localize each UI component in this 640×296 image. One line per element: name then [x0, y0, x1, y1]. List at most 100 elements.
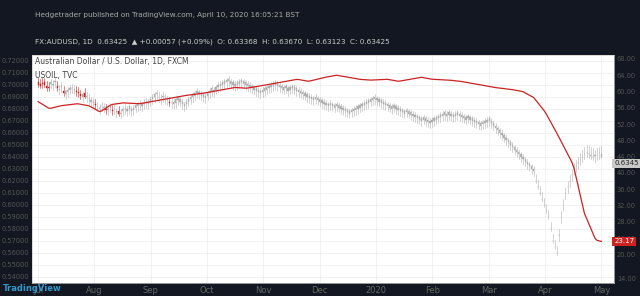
Bar	[452, 115, 454, 117]
Bar	[253, 87, 255, 90]
Bar	[82, 94, 83, 97]
Bar	[264, 89, 266, 91]
Bar	[296, 89, 297, 91]
Bar	[529, 164, 530, 166]
Bar	[444, 112, 445, 115]
Bar	[427, 120, 428, 122]
Bar	[285, 86, 287, 89]
Bar	[467, 116, 468, 118]
Bar	[131, 109, 132, 111]
Bar	[279, 85, 280, 87]
Bar	[42, 83, 43, 84]
Bar	[512, 145, 513, 147]
Text: Australian Dollar / U.S. Dollar, 1D, FXCM: Australian Dollar / U.S. Dollar, 1D, FXC…	[35, 57, 188, 66]
Bar	[216, 87, 217, 90]
Bar	[399, 109, 401, 111]
Bar	[525, 159, 526, 162]
Bar	[54, 81, 56, 83]
Bar	[77, 92, 79, 93]
Bar	[192, 94, 193, 97]
Bar	[425, 118, 426, 121]
Bar	[255, 89, 257, 91]
Bar	[495, 126, 496, 128]
Bar	[433, 118, 435, 121]
Bar	[402, 110, 403, 112]
Bar	[118, 111, 119, 114]
Bar	[332, 104, 333, 107]
Bar	[527, 162, 528, 164]
Bar	[520, 155, 522, 157]
Bar	[420, 118, 422, 121]
Bar	[230, 81, 232, 84]
Bar	[67, 90, 68, 92]
Bar	[287, 89, 289, 91]
Bar	[198, 92, 200, 94]
Bar	[323, 102, 324, 104]
Bar	[135, 105, 136, 108]
Bar	[224, 81, 225, 84]
Bar	[141, 104, 143, 107]
Bar	[203, 94, 204, 97]
Bar	[461, 115, 462, 117]
Bar	[486, 120, 488, 122]
Bar	[196, 91, 198, 93]
Bar	[446, 114, 447, 116]
Bar	[218, 85, 219, 87]
Bar	[56, 86, 58, 89]
Bar	[260, 91, 261, 93]
Bar	[99, 108, 100, 109]
Bar	[205, 96, 206, 98]
Bar	[472, 118, 473, 121]
Bar	[95, 104, 96, 105]
Bar	[132, 108, 134, 110]
Bar	[454, 114, 456, 116]
Bar	[84, 93, 85, 97]
Text: 23.17: 23.17	[614, 239, 634, 244]
Bar	[300, 91, 301, 93]
Bar	[368, 100, 369, 103]
Bar	[61, 86, 62, 87]
Bar	[46, 86, 47, 89]
Bar	[351, 110, 352, 112]
Bar	[302, 92, 303, 94]
Bar	[237, 83, 238, 85]
Bar	[531, 166, 532, 169]
Bar	[448, 112, 449, 115]
Bar	[334, 105, 335, 108]
Bar	[169, 102, 170, 103]
Bar	[304, 93, 305, 96]
Bar	[292, 86, 293, 89]
Bar	[143, 103, 145, 104]
Bar	[182, 102, 183, 104]
Bar	[283, 87, 284, 90]
Bar	[321, 100, 323, 103]
Bar	[232, 83, 234, 85]
Bar	[262, 90, 263, 92]
Bar	[207, 93, 208, 96]
Bar	[404, 111, 405, 114]
Bar	[38, 83, 39, 85]
Bar	[391, 107, 392, 109]
Text: USOIL, TVC: USOIL, TVC	[35, 71, 77, 80]
Bar	[470, 117, 471, 120]
Bar	[372, 98, 373, 100]
Bar	[451, 114, 452, 116]
Bar	[438, 116, 439, 118]
Bar	[387, 104, 388, 107]
Bar	[336, 104, 337, 107]
Bar	[484, 121, 486, 123]
Bar	[533, 169, 534, 171]
Text: FX:AUDUSD, 1D  0.63425  ▲ +0.00057 (+0.09%)  O: 0.63368  H: 0.63670  L: 0.63123 : FX:AUDUSD, 1D 0.63425 ▲ +0.00057 (+0.09%…	[35, 39, 390, 46]
Bar	[459, 114, 460, 116]
Bar	[476, 121, 477, 123]
Bar	[179, 99, 180, 102]
Bar	[474, 120, 475, 122]
Bar	[234, 84, 236, 86]
Bar	[211, 89, 212, 91]
Bar	[355, 108, 356, 110]
Bar	[40, 84, 41, 86]
Bar	[338, 105, 339, 108]
Bar	[245, 83, 246, 85]
Bar	[186, 102, 187, 104]
Bar	[258, 90, 259, 92]
